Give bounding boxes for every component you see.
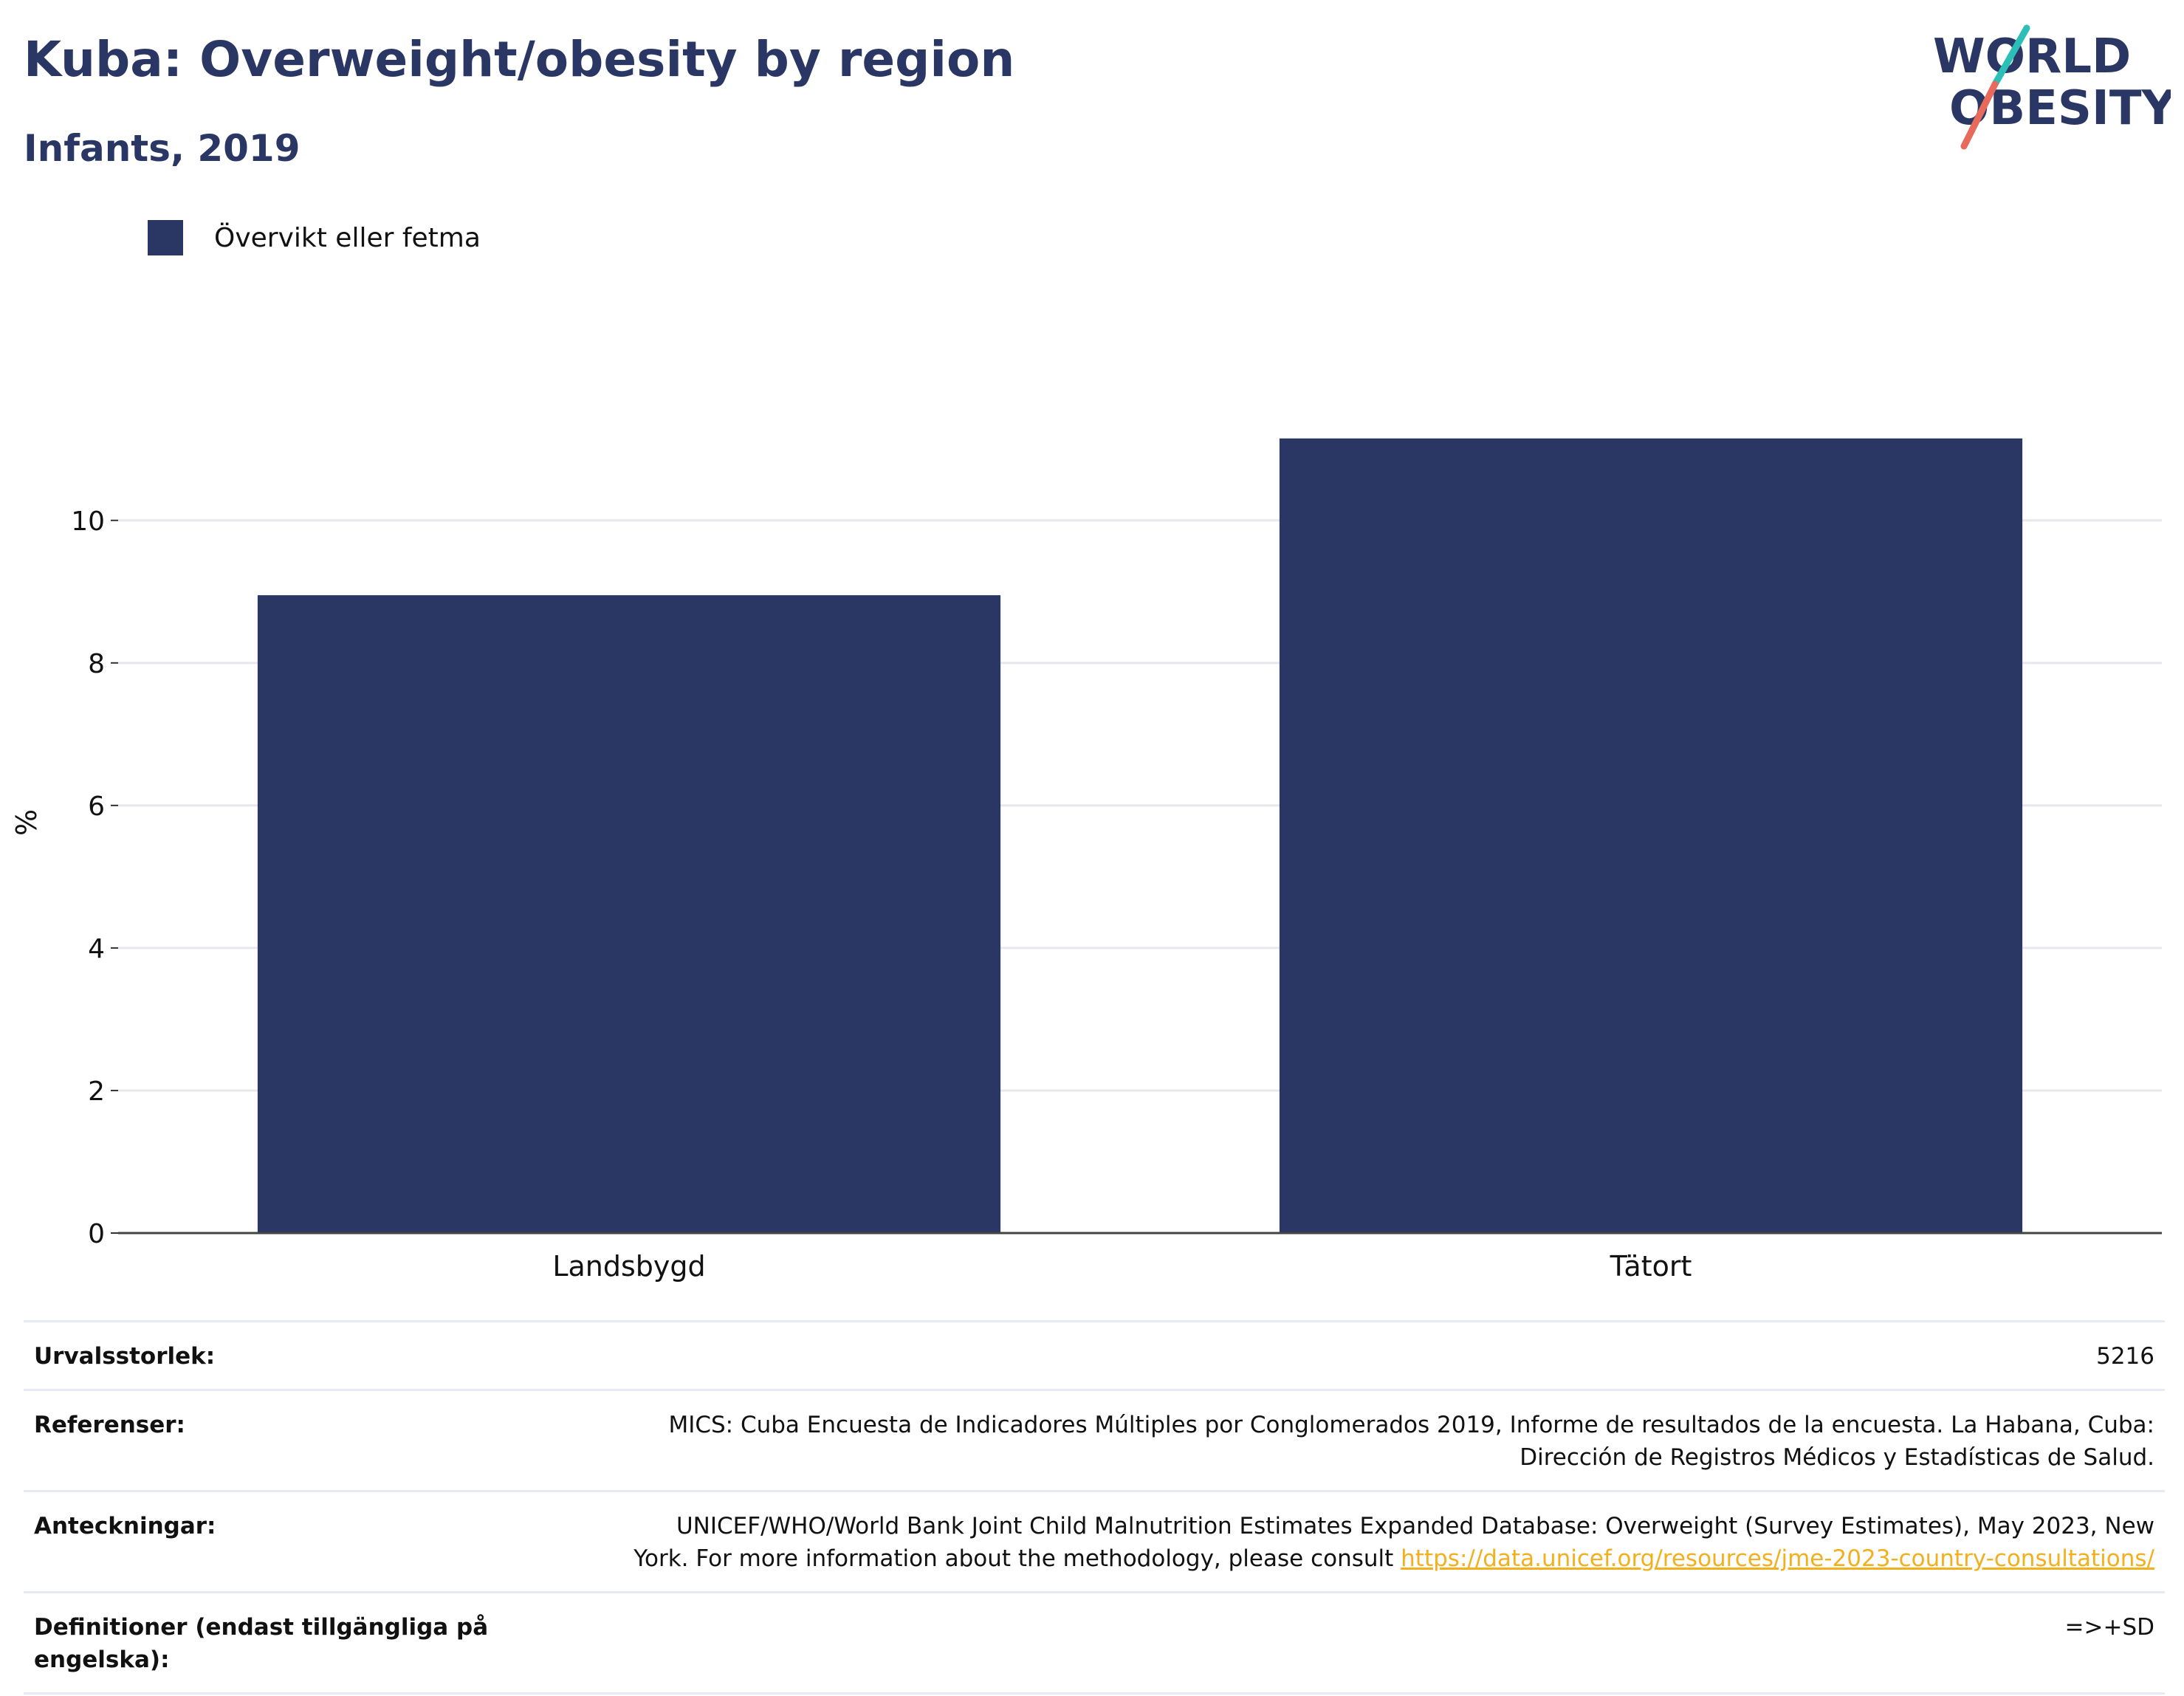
- y-tick-label: 10: [71, 507, 105, 537]
- definitions-label-line2: engelska):: [34, 1647, 170, 1673]
- bar: [257, 595, 1001, 1233]
- notes-value: UNICEF/WHO/World Bank Joint Child Malnut…: [633, 1510, 2154, 1575]
- chart-legend: Övervikt eller fetma: [148, 220, 481, 255]
- meta-row-references: Referenser: MICS: Cuba Encuesta de Indic…: [24, 1389, 2165, 1490]
- references-value: MICS: Cuba Encuesta de Indicadores Múlti…: [668, 1409, 2154, 1474]
- sample-size-label: Urvalsstorlek:: [34, 1343, 216, 1370]
- notes-label: Anteckningar:: [34, 1513, 216, 1539]
- y-tick-label: 2: [88, 1077, 105, 1107]
- logo-line1: WORLD: [1933, 30, 2131, 84]
- y-tick-label: 4: [88, 934, 105, 964]
- world-obesity-logo: WORLD OBESITY: [1933, 24, 2171, 150]
- legend-label: Övervikt eller fetma: [214, 222, 481, 253]
- metadata-table: Urvalsstorlek: 5216 Referenser: MICS: Cu…: [24, 1320, 2165, 1695]
- y-tick-label: 6: [88, 792, 105, 822]
- page-subtitle: Infants, 2019: [24, 127, 301, 170]
- sample-size-value: 5216: [2096, 1343, 2154, 1370]
- notes-line2: York. For more information about the met…: [633, 1545, 1401, 1572]
- meta-row-notes: Anteckningar: UNICEF/WHO/World Bank Join…: [24, 1490, 2165, 1591]
- x-tick-label: Tätort: [1610, 1250, 1692, 1283]
- notes-line1: UNICEF/WHO/World Bank Joint Child Malnut…: [676, 1513, 2154, 1539]
- references-line1: MICS: Cuba Encuesta de Indicadores Múlti…: [668, 1412, 2154, 1438]
- legend-swatch: [148, 220, 183, 255]
- y-tick-label: 8: [88, 649, 105, 679]
- definitions-value: =>+SD: [2064, 1614, 2154, 1641]
- definitions-label-line1: Definitioner (endast tillgängliga på: [34, 1614, 489, 1641]
- y-tick-label: 0: [88, 1219, 105, 1249]
- meta-row-sample-size: Urvalsstorlek: 5216: [24, 1320, 2165, 1389]
- references-line2: Dirección de Registros Médicos y Estadís…: [1519, 1444, 2154, 1471]
- references-label: Referenser:: [34, 1412, 185, 1438]
- bar: [1279, 438, 2023, 1233]
- x-tick-label: Landsbygd: [552, 1250, 705, 1283]
- bar-chart: 0 2 4 6 8 10 Landsbygd Tätort: [71, 438, 2162, 1283]
- page-title: Kuba: Overweight/obesity by region: [24, 31, 1015, 88]
- methodology-link[interactable]: https://data.unicef.org/resources/jme-20…: [1401, 1545, 2154, 1572]
- definitions-label: Definitioner (endast tillgängliga på eng…: [34, 1611, 492, 1676]
- meta-row-definitions: Definitioner (endast tillgängliga på eng…: [24, 1591, 2165, 1695]
